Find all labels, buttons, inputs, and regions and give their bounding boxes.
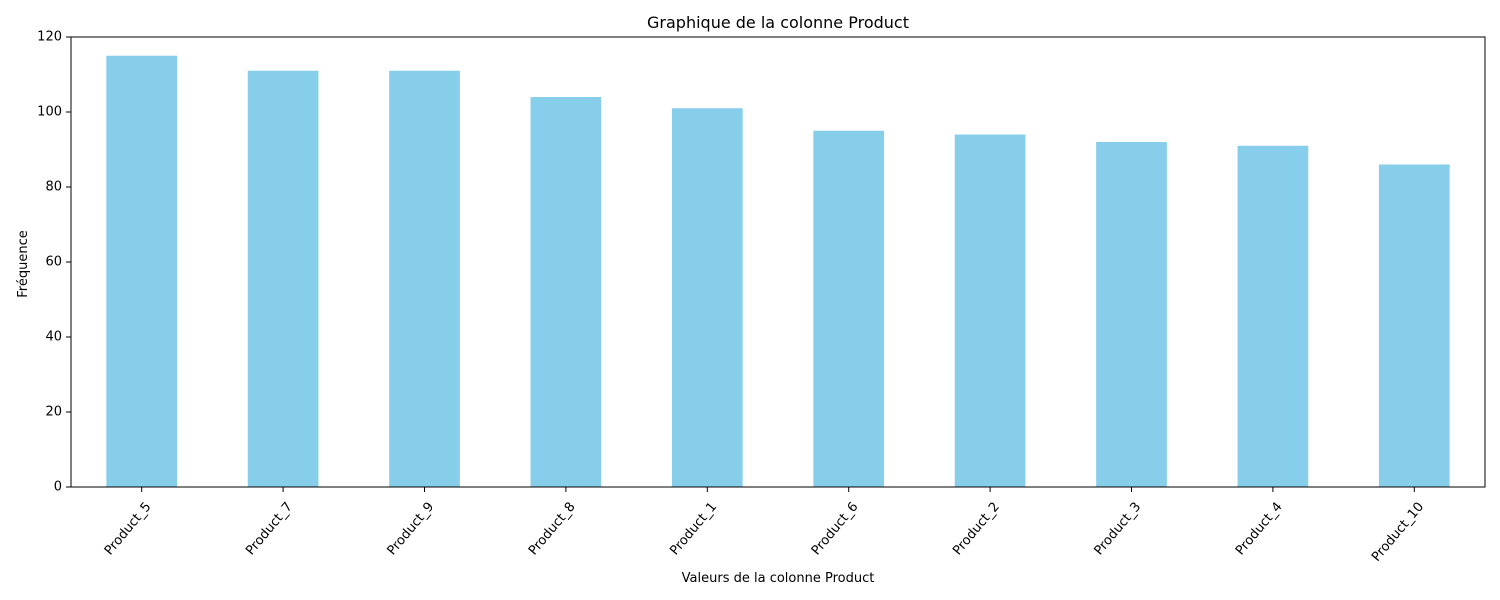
bars-group <box>106 55 1450 487</box>
bar-product-5 <box>106 55 178 487</box>
y-tick-label: 0 <box>54 480 62 495</box>
x-tick-label: Product_5 <box>102 500 155 559</box>
x-tick-label: Product_3 <box>1092 500 1145 559</box>
x-tick-label: Product_10 <box>1369 500 1427 565</box>
x-axis-label: Valeurs de la colonne Product <box>682 571 875 586</box>
bar-product-10 <box>1378 164 1450 487</box>
y-tick-label: 80 <box>45 180 62 195</box>
bar-product-4 <box>1237 145 1309 487</box>
bar-product-3 <box>1096 142 1167 487</box>
y-axis-ticks: 0 20 40 60 80 100 120 <box>37 30 71 495</box>
y-tick-label: 60 <box>45 255 62 270</box>
x-tick-label: Product_1 <box>667 500 720 559</box>
x-tick-label: Product_9 <box>385 500 438 559</box>
x-tick-label: Product_4 <box>1233 500 1286 559</box>
bar-product-7 <box>247 70 319 487</box>
y-axis-label: Fréquence <box>16 230 31 297</box>
y-tick-label: 20 <box>45 405 62 420</box>
y-tick-label: 40 <box>45 330 62 345</box>
bar-product-9 <box>389 70 460 487</box>
bar-product-1 <box>671 108 743 487</box>
bar-product-6 <box>813 130 885 487</box>
chart-title: Graphique de la colonne Product <box>647 13 909 32</box>
plot-frame <box>70 36 1486 488</box>
y-tick-label: 120 <box>37 30 62 45</box>
x-tick-label: Product_2 <box>950 500 1003 559</box>
y-tick-label: 100 <box>37 105 62 120</box>
x-tick-label: Product_6 <box>809 500 862 559</box>
x-tick-label: Product_8 <box>526 500 579 559</box>
x-axis-ticks: Product_5 Product_7 Product_9 Product_8 Prod… <box>102 487 1427 565</box>
x-tick-label: Product_7 <box>243 500 296 559</box>
bar-product-2 <box>954 134 1026 487</box>
bar-product-8 <box>530 97 602 487</box>
